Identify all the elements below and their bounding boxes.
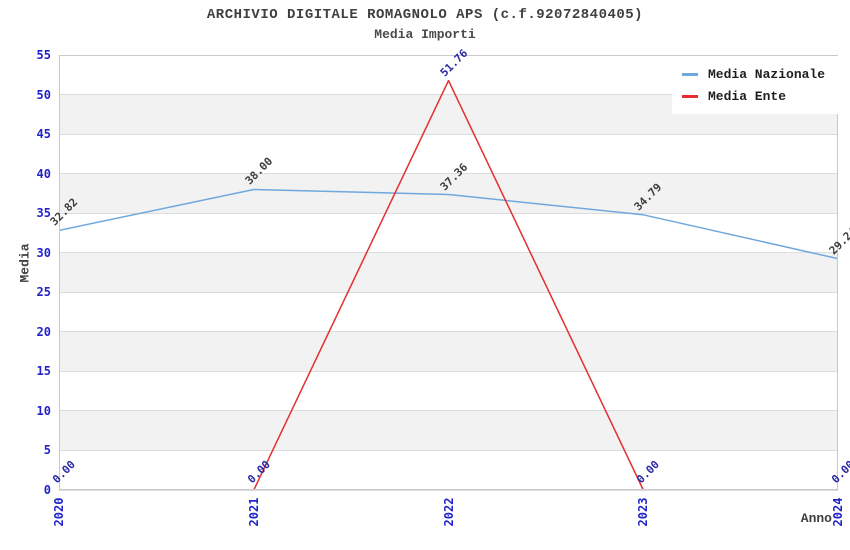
x-tick-label: 2020	[52, 497, 66, 527]
series-lines	[59, 79, 838, 490]
y-tick-label: 5	[43, 443, 51, 458]
y-tick-label: 20	[36, 324, 51, 339]
plot-area	[59, 54, 838, 491]
legend-box: Media Nazionale Media Ente	[672, 56, 840, 114]
y-gridline	[59, 212, 838, 214]
y-tick-label: 40	[36, 166, 51, 181]
y-gridline	[59, 173, 838, 175]
y-tick-label: 50	[36, 87, 51, 102]
y-gridline	[59, 449, 838, 451]
chart-subtitle: Media Importi	[374, 27, 476, 42]
legend-line-swatch	[682, 72, 698, 76]
x-tick-label: 2024	[831, 497, 845, 527]
x-tick-label: 2021	[246, 497, 261, 527]
y-tick-label: 30	[36, 245, 51, 260]
x-tick-label: 2023	[636, 497, 651, 527]
x-axis-title: Anno	[800, 511, 832, 526]
y-gridline	[59, 291, 838, 293]
x-tick-label: 2022	[441, 497, 456, 527]
y-tick-label: 55	[36, 48, 51, 62]
series-line	[59, 188, 838, 260]
y-gridline	[59, 133, 838, 135]
y-tick-label: 10	[36, 403, 51, 418]
legend-item: Media Ente	[682, 85, 825, 107]
y-tick-label: 15	[36, 364, 51, 379]
y-gridline	[59, 94, 838, 96]
y-tick-label: 45	[36, 127, 51, 142]
series-line	[59, 79, 838, 490]
chart-title: ARCHIVIO DIGITALE ROMAGNOLO APS (c.f.920…	[206, 7, 644, 23]
y-gridline	[59, 331, 838, 333]
y-gridline	[59, 370, 838, 372]
y-tick-label: 35	[36, 206, 51, 221]
legend-item: Media Nazionale	[682, 63, 825, 85]
legend-label: Media Nazionale	[708, 66, 826, 82]
legend-label: Media Ente	[708, 88, 787, 104]
y-gridline	[59, 410, 838, 412]
y-tick-label: 0	[43, 483, 51, 497]
y-tick-label: 25	[36, 285, 51, 300]
y-gridline	[59, 252, 838, 254]
legend-line-swatch	[682, 94, 698, 98]
y-gridline	[59, 489, 838, 491]
